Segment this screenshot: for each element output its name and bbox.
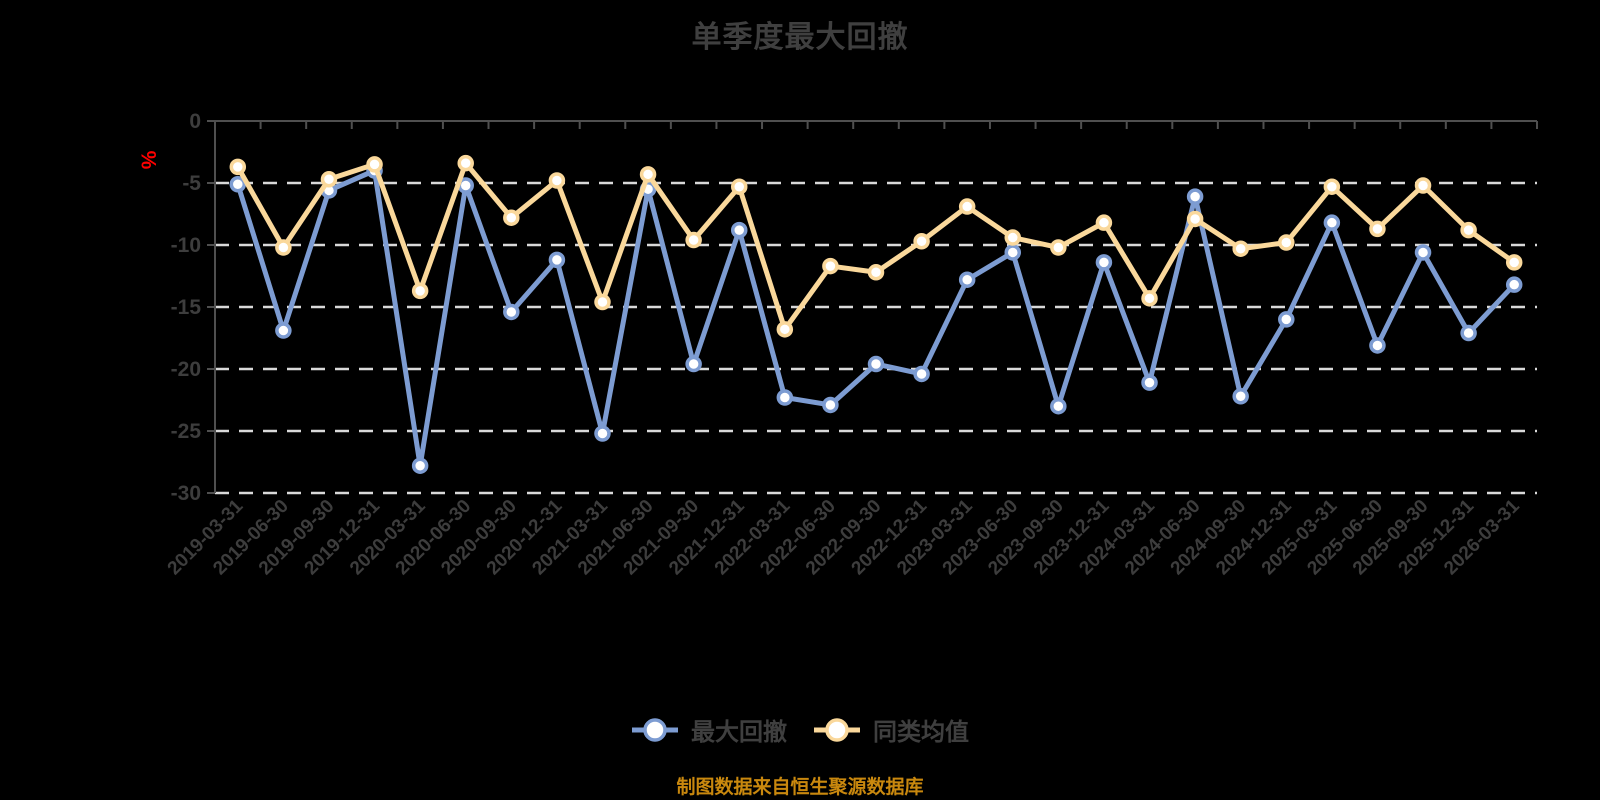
legend-item-category-average[interactable]: 同类均值 — [813, 712, 969, 747]
chart-plot-area: 0-5-10-15-20-25-302019-03-312019-06-3020… — [164, 110, 1538, 579]
data-point[interactable] — [1095, 214, 1113, 231]
data-point[interactable] — [1369, 337, 1386, 354]
data-point[interactable] — [867, 355, 885, 373]
data-point[interactable] — [822, 257, 839, 275]
data-point[interactable] — [594, 293, 611, 311]
data-point[interactable] — [913, 365, 930, 383]
data-point[interactable] — [503, 209, 520, 226]
data-point[interactable] — [1141, 290, 1158, 307]
legend-line-circle-icon — [632, 717, 678, 742]
data-point[interactable] — [958, 198, 976, 215]
data-point[interactable] — [1050, 397, 1067, 415]
data-point[interactable] — [1323, 178, 1341, 195]
legend-line-circle-icon — [814, 717, 860, 742]
y-axis-label: 0 — [189, 110, 201, 133]
data-point[interactable] — [320, 171, 338, 188]
data-point[interactable] — [457, 154, 474, 172]
data-point[interactable] — [1460, 324, 1477, 342]
data-point[interactable] — [275, 239, 292, 256]
series-line-0 — [235, 168, 1517, 469]
data-point[interactable] — [366, 156, 383, 173]
data-point[interactable] — [1232, 240, 1249, 257]
data-point[interactable] — [776, 389, 794, 406]
data-point[interactable] — [229, 158, 247, 176]
data-point[interactable] — [1095, 254, 1113, 271]
data-point[interactable] — [1232, 388, 1249, 405]
data-point[interactable] — [1460, 221, 1477, 239]
data-point[interactable] — [867, 264, 885, 281]
data-point[interactable] — [685, 231, 702, 249]
data-point[interactable] — [730, 221, 748, 239]
legend-label: 最大回撤 — [691, 719, 787, 746]
data-point[interactable] — [958, 271, 976, 288]
y-axis-label: -5 — [182, 172, 201, 195]
y-axis-label: -15 — [171, 296, 202, 319]
data-point[interactable] — [1414, 244, 1432, 261]
data-point[interactable] — [1186, 210, 1204, 228]
data-point[interactable] — [548, 172, 566, 189]
data-point[interactable] — [1186, 188, 1204, 205]
data-point[interactable] — [1414, 177, 1432, 194]
data-point[interactable] — [1369, 220, 1386, 238]
data-point[interactable] — [1323, 214, 1341, 231]
data-point[interactable] — [411, 282, 429, 300]
data-point[interactable] — [1505, 254, 1523, 271]
data-point[interactable] — [639, 166, 657, 183]
data-point[interactable] — [1050, 239, 1067, 256]
data-point[interactable] — [1278, 234, 1295, 251]
y-axis-label: -20 — [171, 358, 201, 381]
y-axis-label: -30 — [171, 482, 201, 505]
data-point[interactable] — [913, 233, 930, 250]
data-point[interactable] — [1141, 374, 1158, 391]
data-point[interactable] — [685, 355, 702, 373]
data-point[interactable] — [503, 303, 520, 321]
legend-item-max-drawdown[interactable]: 最大回撤 — [631, 712, 787, 747]
legend-label: 同类均值 — [873, 719, 969, 746]
data-point[interactable] — [1278, 311, 1295, 328]
data-point[interactable] — [548, 251, 566, 269]
data-point[interactable] — [229, 175, 247, 193]
data-source-note: 制图数据来自恒生聚源数据库 — [676, 777, 924, 798]
data-point[interactable] — [594, 425, 611, 442]
data-point[interactable] — [1004, 244, 1022, 261]
data-point[interactable] — [1004, 229, 1022, 246]
data-point[interactable] — [1505, 276, 1523, 293]
chart-legend: 最大回撤 同类均值 — [0, 712, 1600, 747]
data-point[interactable] — [776, 321, 794, 338]
data-point[interactable] — [275, 322, 292, 339]
data-point[interactable] — [822, 396, 839, 414]
y-axis-label: -25 — [171, 420, 202, 443]
data-point[interactable] — [411, 457, 429, 474]
chart-title: 单季度最大回撤 — [691, 21, 909, 54]
y-axis-label: -10 — [171, 234, 201, 257]
data-point[interactable] — [730, 178, 748, 195]
